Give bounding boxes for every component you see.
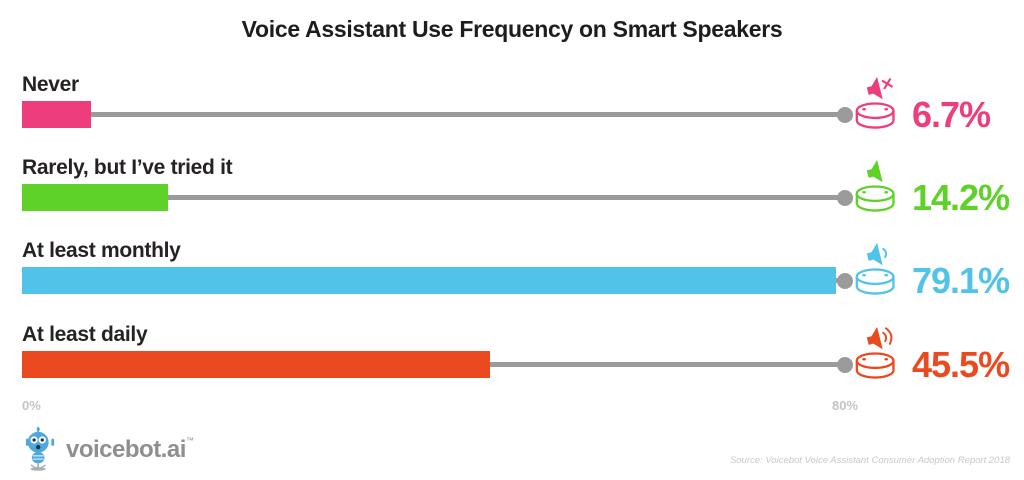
- sound-wave-icon: [881, 247, 888, 259]
- bar-track: 14.2%: [22, 159, 1024, 218]
- voicebot-robot-icon: [25, 426, 55, 471]
- x-axis: 0% 80%: [22, 398, 1024, 416]
- category-label: Never: [22, 73, 79, 96]
- bar-track: 79.1%: [22, 242, 1024, 301]
- source-attribution: Source: Voicebot Voice Assistant Consume…: [729, 455, 1010, 466]
- chart-title: Voice Assistant Use Frequency on Smart S…: [241, 16, 783, 42]
- voicebot-logo: voicebot.ai™: [20, 426, 194, 473]
- track-end-dot: [837, 189, 853, 206]
- bar: [22, 267, 836, 294]
- track-end-dot: [837, 106, 853, 123]
- category-label: At least daily: [22, 323, 148, 346]
- value-label: 79.1%: [912, 259, 1010, 301]
- chart-row-never: Never 6.7%: [22, 72, 1024, 135]
- value-label: 6.7%: [912, 93, 991, 135]
- axis-tick-0: 0%: [22, 398, 41, 413]
- category-label: At least monthly: [22, 239, 181, 262]
- value-label: 45.5%: [912, 343, 1010, 385]
- smart-speaker-low-volume-icon: [855, 242, 895, 295]
- value-label: 14.2%: [912, 176, 1010, 218]
- trademark-symbol: ™: [185, 435, 194, 445]
- track-line: [22, 195, 845, 200]
- smart-speaker-silent-icon: [855, 159, 895, 212]
- sound-wave-icon: [884, 326, 893, 346]
- axis-tick-80: 80%: [831, 398, 859, 413]
- chart-row-daily: At least daily 45.5%: [22, 322, 1024, 385]
- smart-speaker-muted-icon: [855, 76, 895, 129]
- bar: [22, 351, 491, 378]
- chart-row-monthly: At least monthly 79.1%: [22, 238, 1024, 301]
- smart-speaker-loud-icon: [855, 326, 895, 379]
- mute-x-icon: [881, 77, 894, 90]
- bar-track: 45.5%: [22, 326, 1024, 385]
- track-line: [22, 112, 845, 117]
- category-label: Rarely, but I’ve tried it: [22, 156, 233, 179]
- bar: [22, 184, 169, 211]
- bar: [22, 101, 91, 128]
- track-end-dot: [837, 272, 853, 289]
- voicebot-wordmark: voicebot.ai™: [66, 435, 194, 463]
- track-end-dot: [837, 356, 853, 373]
- sound-wave-icon: [881, 331, 888, 343]
- bar-track: 6.7%: [22, 76, 1024, 135]
- chart-row-rarely: Rarely, but I’ve tried it 14.2%: [22, 155, 1024, 218]
